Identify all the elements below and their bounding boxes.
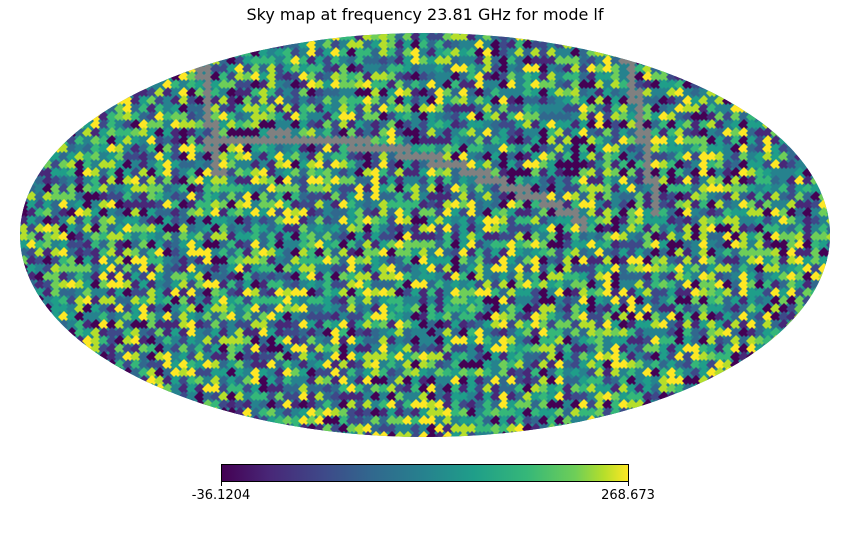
colorbar xyxy=(221,464,629,482)
colorbar-min-tick xyxy=(221,482,222,486)
colorbar-min-label: -36.1204 xyxy=(191,488,251,503)
colorbar-max-label: 268.673 xyxy=(601,488,655,503)
sky-map-mollweide xyxy=(20,33,830,437)
colorbar-max-tick xyxy=(628,482,629,486)
plot-title: Sky map at frequency 23.81 GHz for mode … xyxy=(246,5,604,24)
